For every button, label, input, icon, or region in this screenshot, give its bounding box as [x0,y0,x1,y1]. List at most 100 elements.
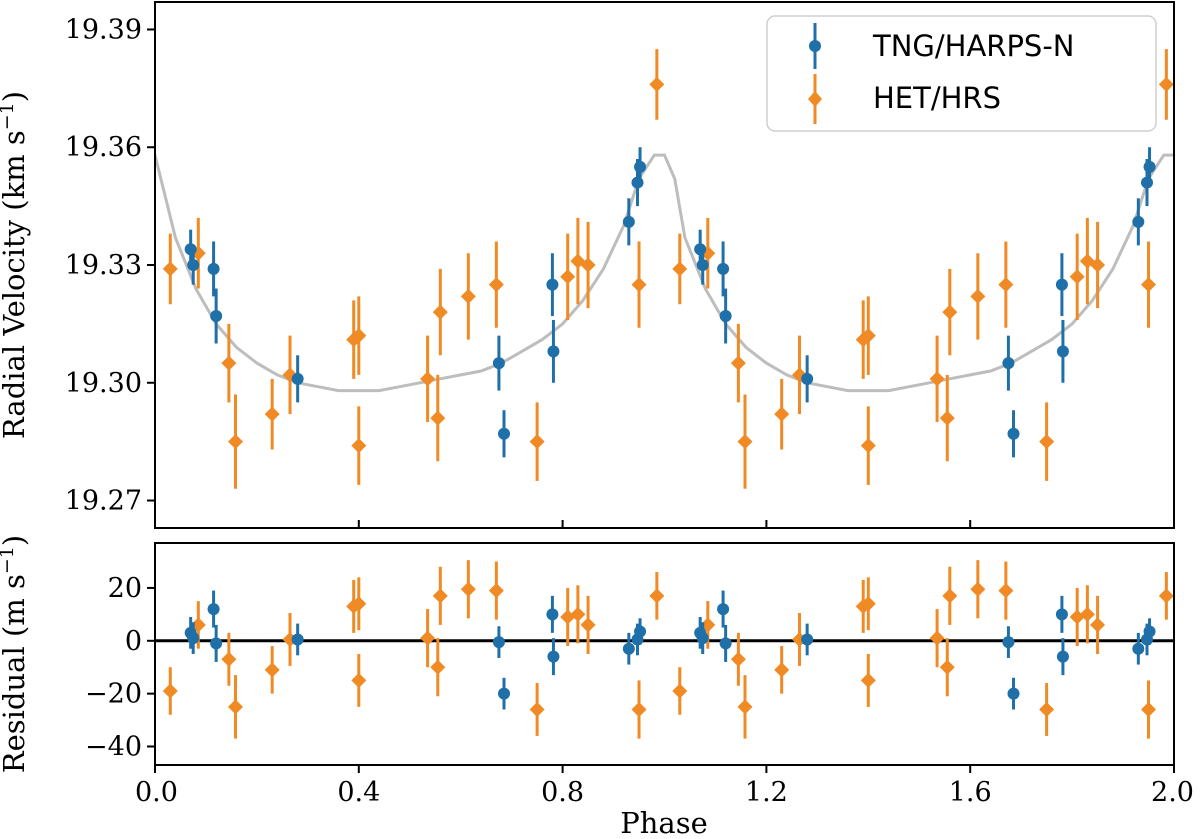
x-tick-label: 1.6 [949,777,992,808]
rv-het-point [560,269,576,285]
residual-het-point [970,581,986,597]
legend: TNG/HARPS-N HET/HRS [766,15,1157,132]
residual-het-point [1079,606,1095,622]
rv-tng-point [546,278,559,291]
x-tick-label: 0.4 [337,777,380,808]
residual-het-point [737,699,753,715]
rv-het-point [970,288,986,304]
rv-tng-point [801,372,814,385]
legend-entry-het: HET/HRS [808,74,1001,124]
top-panel-frame [154,1,1175,529]
residual-het-point [430,659,446,675]
legend-entry-tng: TNG/HARPS-N [809,23,1075,69]
top-data-points [162,49,1174,489]
rv-tng-point [634,160,647,173]
rv-het-point [529,434,545,450]
rv-het-point [649,76,665,92]
residual-het-point [228,699,244,715]
residual-het-point [1141,702,1157,717]
rv-het-point [998,277,1014,293]
rv-tng-point [187,259,200,271]
rv-het-point [929,371,945,387]
top-y-tick-label: 19.36 [65,132,142,163]
rv-tng-point [1140,176,1153,189]
residual-tng-point [1056,650,1069,663]
rv-het-point [580,257,596,273]
bottom-y-ticks: 20 0 −20 −40 [85,573,155,763]
legend-het-marker [808,91,822,107]
rv-tng-point [184,243,197,256]
residual-tng-point [1132,642,1145,655]
rv-tng-point [1132,215,1145,228]
top-y-tick-label: 19.39 [65,14,142,45]
bottom-panel: 20 0 −20 −40 0.0 0.4 0.8 1.2 1.6 2.0 Residual (m… [0,535,1194,839]
rv-het-point [351,438,367,454]
rv-het-point [351,328,367,344]
x-tick-label: 1.2 [745,777,788,808]
residual-tng-point [207,603,220,616]
residual-tng-point [719,637,732,650]
residual-het-point [939,659,955,675]
rv-tng-point [1056,345,1069,358]
residual-tng-point [547,650,560,663]
bottom-y-tick-label: −40 [85,732,142,763]
rv-het-point [939,410,955,426]
residual-tng-point [801,633,814,646]
residual-het-point [1039,702,1055,717]
rv-het-point [264,406,280,422]
rv-het-point [860,328,876,344]
x-axis-label: Phase [620,806,708,839]
rv-tng-point [547,345,560,358]
residual-tng-point [1055,608,1068,621]
rv-tng-point [1007,427,1020,440]
rv-tng-point [1002,357,1015,370]
bottom-data-points [162,560,1174,739]
residual-tng-point [187,632,200,645]
bottom-y-axis-label: Residual (m s−1) [0,535,31,773]
rv-het-point [162,261,178,277]
residual-het-point [529,702,545,717]
rv-het-point [221,355,237,371]
residual-tng-point [622,642,635,655]
residual-het-point [580,617,596,633]
residual-het-point [1158,588,1174,604]
residual-het-point [942,588,958,604]
residual-het-point [488,583,504,599]
residual-het-point [929,630,945,646]
top-y-ticks: 19.27 19.30 19.33 19.36 19.39 [65,14,155,517]
rv-tng-point [631,176,644,189]
rv-tng-point [207,262,220,275]
residual-het-point [570,606,586,622]
rv-het-point [460,288,476,304]
rv-tng-point [210,310,223,323]
rv-het-point [488,277,504,293]
rv-het-point [1069,269,1085,285]
residual-het-point [560,609,576,625]
rv-het-point [774,406,790,422]
residual-het-point [1069,609,1085,625]
residual-het-point [264,662,280,678]
residual-het-point [774,662,790,678]
rv-tng-point [291,372,304,385]
rv-tng-point [498,427,511,440]
bottom-x-ticks: 0.0 0.4 0.8 1.2 1.6 2.0 [135,765,1194,808]
rv-het-point [1090,257,1106,273]
rv-tng-point [492,357,505,370]
top-panel: 19.27 19.30 19.33 19.36 19.39 Radial Velocit… [0,1,1175,529]
rv-tng-point [1143,160,1156,173]
legend-tng-marker [809,40,821,52]
residual-het-point [221,651,237,667]
rv-tng-point [694,243,707,256]
residual-tng-point [210,637,223,650]
rv-het-point [1141,277,1157,293]
residual-tng-point [291,633,304,646]
residual-het-point [460,581,476,597]
top-y-tick-label: 19.30 [65,368,142,399]
x-tick-label: 0.0 [135,777,178,808]
residual-tng-point [492,636,505,649]
rv-het-point [631,277,647,293]
rv-het-point [1039,434,1055,450]
rv-tng-point [1055,278,1068,291]
residual-het-point [649,588,665,604]
top-y-tick-label: 19.33 [65,250,142,281]
